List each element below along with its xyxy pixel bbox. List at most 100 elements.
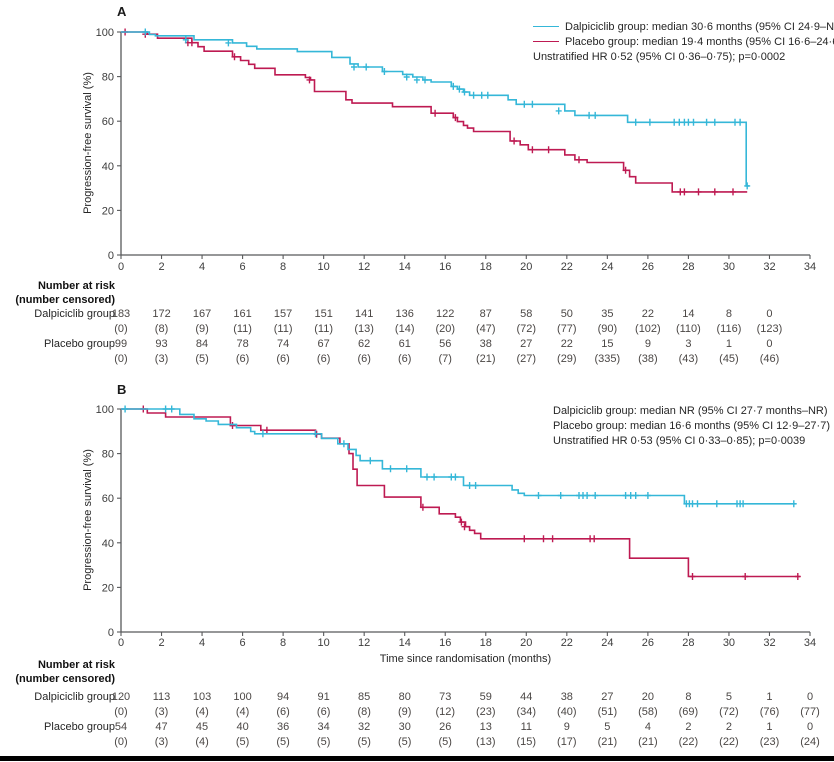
risk-count: 100: [233, 691, 252, 703]
x-tick-label: 16: [439, 261, 451, 273]
x-tick-label: 0: [118, 637, 124, 649]
censor-mark: [711, 188, 718, 196]
censor-mark: [422, 76, 428, 84]
censored-count: (0): [114, 353, 128, 365]
legend-b-placebo-label: Placebo group: median 16·6 months (95% C…: [553, 419, 830, 432]
risk-count: 93: [155, 338, 168, 350]
censored-count: (14): [394, 323, 415, 335]
risk-count: 161: [233, 308, 252, 320]
censor-mark: [419, 503, 426, 511]
censor-mark: [452, 473, 459, 481]
censor-mark: [535, 492, 542, 499]
risk-count: 136: [395, 308, 414, 320]
x-tick-label: 28: [682, 637, 694, 649]
censored-count: (4): [235, 706, 250, 718]
y-tick-label: 80: [102, 72, 114, 84]
censor-mark: [162, 405, 169, 413]
x-tick-label: 22: [561, 637, 573, 649]
censored-count: (34): [516, 706, 537, 718]
x-tick-label: 22: [561, 261, 573, 273]
risk-count: 36: [276, 721, 290, 733]
censor-mark: [122, 405, 129, 413]
legend-a-hr-text: Unstratified HR 0·52 (95% CI 0·36–0·75);…: [533, 50, 786, 63]
risk-count: 122: [436, 308, 455, 320]
risk-table-a-title: Number at risk: [37, 280, 115, 292]
risk-count: 87: [479, 308, 492, 320]
risk-count: 56: [439, 338, 452, 350]
x-axis-title: Time since randomisation (months): [379, 653, 552, 665]
risk-count: 3: [685, 338, 692, 350]
censor-mark: [591, 535, 598, 543]
risk-table-b-title: Number at risk: [37, 659, 115, 671]
x-tick-label: 14: [399, 261, 411, 273]
risk-count: 38: [479, 338, 492, 350]
censor-mark: [521, 100, 528, 108]
censor-mark: [646, 118, 653, 126]
censor-mark: [188, 39, 195, 47]
censored-count: (72): [516, 323, 537, 335]
censored-count: (3): [154, 353, 169, 365]
x-tick-label: 6: [240, 637, 246, 649]
censor-mark: [549, 535, 556, 543]
risk-count: 1: [725, 338, 732, 350]
censored-count: (69): [678, 706, 699, 718]
censor-mark: [592, 111, 599, 119]
risk-count: 99: [114, 338, 128, 350]
dalpiciclib-line-swatch: [533, 26, 559, 27]
censor-mark: [413, 76, 420, 84]
risk-count: 9: [644, 338, 651, 350]
risk-count: 32: [358, 721, 371, 733]
risk-count: 26: [439, 721, 452, 733]
censored-count: (43): [678, 353, 699, 365]
risk-count: 84: [195, 338, 209, 350]
x-tick-label: 6: [240, 261, 246, 273]
risk-count: 1: [766, 691, 773, 703]
risk-count: 27: [601, 691, 614, 703]
risk-count: 30: [398, 721, 411, 733]
y-tick-label: 80: [102, 449, 114, 461]
risk-count: 2: [725, 721, 732, 733]
censor-mark: [306, 76, 313, 84]
censor-mark: [229, 422, 236, 429]
censored-count: (22): [719, 736, 739, 748]
censored-count: (17): [557, 736, 577, 748]
censored-count: (77): [557, 323, 577, 335]
km-curve-placebo-group-b: [121, 408, 800, 578]
censored-count: (9): [195, 323, 209, 335]
censor-mark: [351, 63, 357, 71]
x-tick-label: 0: [118, 261, 124, 273]
censored-count: (6): [316, 706, 331, 718]
risk-count: 85: [358, 691, 371, 703]
risk-count: 78: [236, 338, 249, 350]
censor-mark: [472, 482, 479, 489]
censor-mark: [540, 535, 547, 543]
censor-mark: [737, 118, 744, 126]
risk-count: 20: [641, 691, 654, 703]
y-tick-label: 60: [102, 493, 114, 505]
legend-a-row-placebo: Placebo group: median 19·4 months (95% C…: [533, 34, 834, 49]
censor-mark: [632, 492, 639, 499]
risk-count: 58: [520, 308, 533, 320]
censored-count: (5): [235, 736, 250, 748]
censored-count: (11): [273, 323, 293, 335]
censored-count: (9): [397, 706, 412, 718]
risk-table-a-row-label-placebo: Placebo group: [44, 338, 115, 350]
y-axis-title-panel-a: Progression-free survival (%): [82, 72, 94, 214]
y-tick-label: 20: [102, 582, 114, 594]
censored-count: (3): [154, 706, 169, 718]
censored-count: (40): [557, 706, 577, 718]
x-tick-label: 28: [682, 261, 694, 273]
risk-count: 22: [560, 338, 573, 350]
risk-count: 91: [317, 691, 330, 703]
legend-a-placebo-label: Placebo group: median 19·4 months (95% C…: [565, 35, 834, 48]
risk-count: 44: [520, 691, 533, 703]
risk-count: 50: [560, 308, 573, 320]
x-tick-label: 14: [399, 637, 411, 649]
censor-mark: [703, 118, 710, 126]
placebo-line-swatch: [533, 41, 559, 42]
censor-mark: [622, 166, 629, 174]
x-tick-label: 24: [601, 261, 613, 273]
censored-count: (21): [597, 736, 618, 748]
censored-count: (7): [438, 353, 452, 365]
